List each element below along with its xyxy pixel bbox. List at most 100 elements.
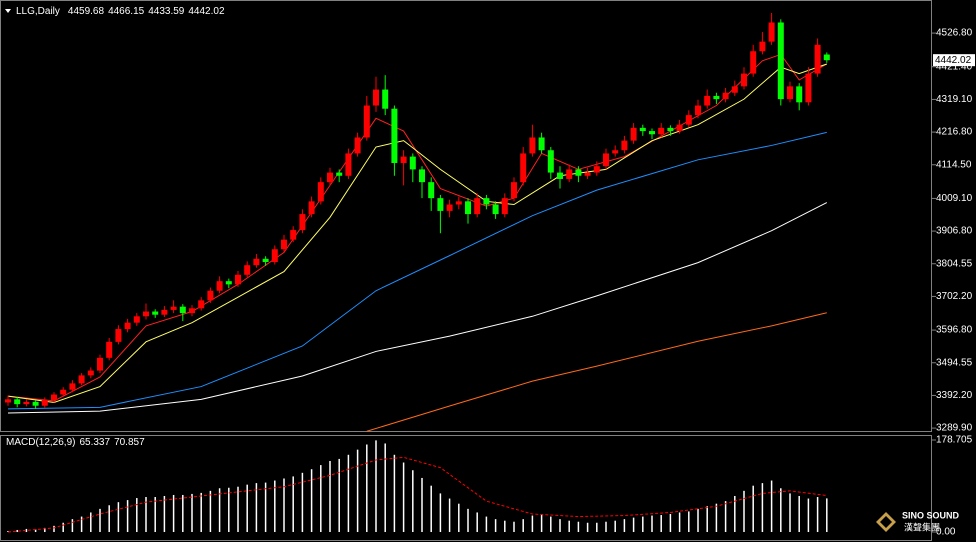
y-tick-label: 4114.50 (936, 159, 972, 170)
candle-body (115, 329, 122, 342)
candle-body (235, 274, 241, 285)
menu-arrow[interactable] (5, 9, 11, 13)
moving-average (7, 63, 827, 404)
y-tick-label: 3289.90 (936, 423, 973, 434)
moving-average (7, 53, 828, 402)
candle-body (428, 182, 435, 199)
candle-body (787, 86, 793, 100)
candle-body (768, 22, 775, 42)
candle-body (557, 172, 563, 179)
candle-body (373, 89, 379, 106)
candle-body (69, 383, 76, 390)
candle-body (124, 322, 131, 330)
candle-body (695, 105, 701, 116)
close: 4442.02 (188, 6, 225, 17)
logo-sub: 漢聲集團 (904, 521, 940, 532)
candle-body (409, 156, 416, 170)
y-tick-label: 3906.80 (936, 226, 973, 237)
candle-body (750, 51, 757, 74)
candle-body (603, 153, 609, 167)
candle-body (290, 230, 297, 240)
candle-body (14, 399, 21, 405)
price-panel-frame (0, 0, 932, 432)
symbol: LLG,Daily (16, 6, 60, 17)
y-tick-label: 4319.10 (936, 94, 973, 105)
candle-body (391, 108, 398, 164)
candle-body (106, 341, 113, 358)
candle-body (814, 44, 821, 74)
candle-body (538, 137, 545, 151)
candle-body (511, 182, 517, 199)
candle-body (78, 375, 85, 384)
price-tag-label: 4442.02 (935, 55, 972, 66)
candle-body (170, 306, 177, 310)
price-tag (933, 54, 975, 67)
macd-label: MACD(12,26,9) (6, 437, 75, 448)
y-tick-label: 3702.20 (936, 291, 973, 302)
candle-body (345, 153, 352, 176)
candle-body (198, 300, 205, 309)
logo: SINO SOUND 漢聲集團 (876, 510, 960, 532)
moving-average (7, 131, 827, 410)
candle-body (649, 131, 655, 135)
candle-body (474, 198, 481, 215)
candle-body (87, 370, 94, 376)
candle-body (520, 153, 527, 183)
candle-body (308, 201, 315, 215)
candle-body (336, 172, 343, 176)
candle-body (566, 169, 573, 179)
candle-body (152, 311, 159, 315)
candle-body (317, 182, 324, 202)
candle-body (805, 73, 812, 103)
candle-body (179, 306, 186, 314)
candle-body (400, 156, 407, 164)
candle-body (575, 169, 582, 176)
signal-value: 70.857 (114, 437, 145, 448)
candle-body (483, 198, 490, 205)
candle-body (51, 394, 57, 400)
logo-name: SINO SOUND (902, 510, 960, 520)
candle-body (612, 150, 619, 154)
candle-body (722, 92, 729, 100)
candle-body (97, 357, 103, 371)
y-tick-label: 178.705 (936, 435, 973, 446)
candle-body (529, 137, 536, 154)
candle-body (658, 127, 665, 135)
candle-body (823, 54, 830, 61)
y-tick-label: 3494.55 (936, 357, 973, 368)
candle-body (547, 150, 554, 173)
candle-body (419, 169, 425, 183)
candle-body (244, 265, 251, 275)
y-tick-label: 4421.40 (936, 61, 973, 72)
candle-body (5, 399, 11, 403)
candle-body (382, 89, 389, 109)
y-tick-label: 3596.80 (936, 325, 973, 336)
candle-body (492, 204, 499, 215)
candle-body (796, 86, 803, 103)
low: 4433.59 (148, 6, 185, 17)
candle-body (446, 204, 453, 211)
candle-body (161, 309, 168, 315)
candle-body (741, 73, 747, 87)
candle-body (667, 127, 674, 132)
candle-body (216, 281, 223, 291)
candle-body (327, 172, 333, 183)
candle-body (271, 249, 278, 263)
candle-body (207, 290, 214, 301)
moving-average (7, 202, 828, 414)
candle-body (584, 172, 591, 176)
high: 4466.15 (108, 6, 145, 17)
candle-body (133, 316, 140, 323)
candle-body (41, 399, 48, 406)
candle-body (32, 401, 39, 406)
y-tick-label: 0.00 (936, 527, 956, 538)
candle-body (621, 140, 628, 151)
candle-body (501, 198, 508, 215)
macd-header: MACD(12,26,9) 65.337 70.857 (6, 437, 145, 448)
candle-body (777, 22, 784, 100)
open: 4459.68 (68, 6, 105, 17)
candle-body (759, 41, 766, 52)
y-tick-label: 4009.10 (936, 193, 973, 204)
